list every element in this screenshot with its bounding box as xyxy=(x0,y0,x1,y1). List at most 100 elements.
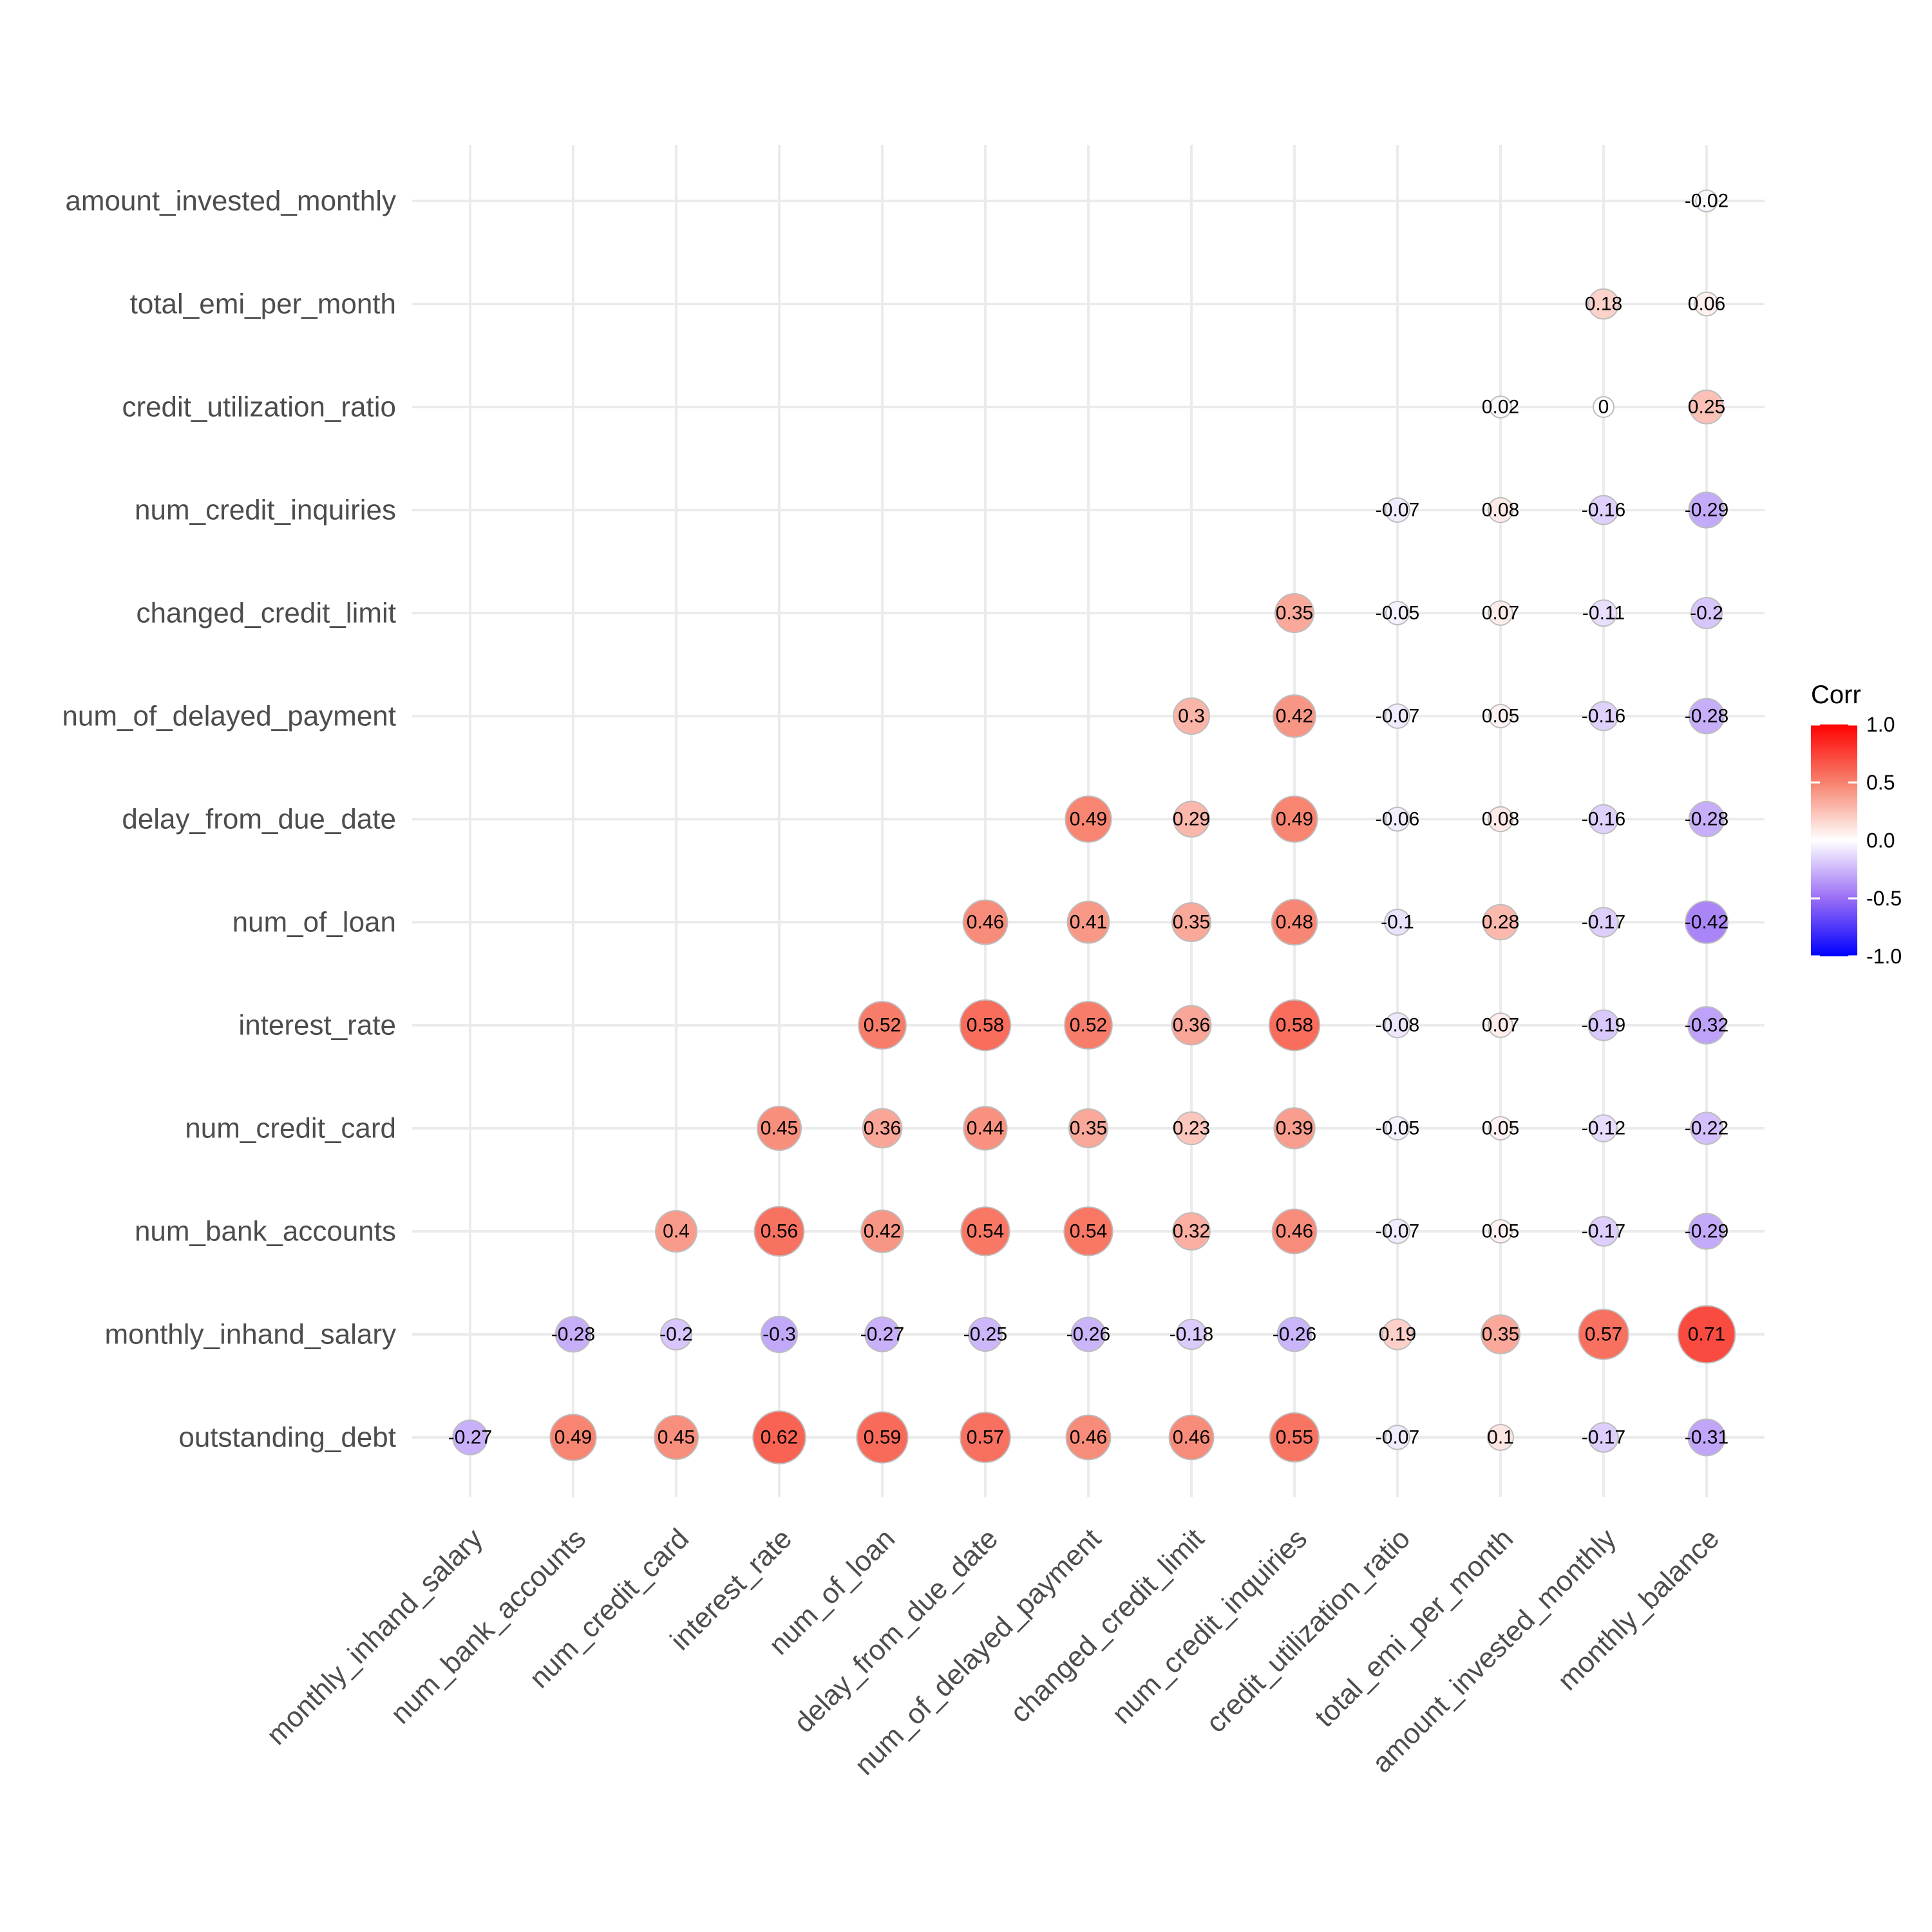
corr-point xyxy=(1588,804,1619,835)
corr-point xyxy=(1070,1316,1106,1352)
corr-point xyxy=(1271,898,1318,946)
corr-value-label: 0.49 xyxy=(1276,809,1313,830)
y-tick-label: delay_from_due_date xyxy=(122,804,396,835)
corr-point xyxy=(1385,703,1410,729)
corr-point xyxy=(1068,1108,1108,1148)
corr-point xyxy=(654,1415,699,1460)
legend: Corr 1.0 0.5 0.0 -0.5 -1.0 xyxy=(1811,681,1902,968)
legend-title: Corr xyxy=(1811,681,1861,709)
corr-value-label: 0.58 xyxy=(1276,1015,1313,1036)
corr-value-label: 0.54 xyxy=(1070,1221,1107,1242)
x-tick-label: delay_from_due_date xyxy=(788,1522,1005,1739)
corr-value-label: -0.27 xyxy=(448,1427,492,1448)
corr-value-label: -0.32 xyxy=(1685,1015,1728,1036)
legend-tick-label: 1.0 xyxy=(1866,713,1895,736)
corr-point xyxy=(860,1209,904,1253)
corr-value-label: 0.44 xyxy=(967,1118,1004,1139)
corr-point xyxy=(753,1206,805,1257)
corr-point xyxy=(1588,701,1619,732)
corr-value-label: -0.29 xyxy=(1685,500,1728,521)
corr-value-label: 0.46 xyxy=(1276,1221,1313,1242)
corr-point xyxy=(1065,1414,1112,1461)
corr-value-label: 0.57 xyxy=(967,1427,1004,1448)
corr-point xyxy=(1385,497,1410,523)
corr-point xyxy=(1488,1116,1513,1141)
corr-value-label: 0.23 xyxy=(1173,1118,1210,1139)
corr-value-label: 0.35 xyxy=(1482,1324,1519,1345)
corr-value-label: 0.46 xyxy=(1173,1427,1210,1448)
corr-point xyxy=(959,999,1012,1052)
corr-value-label: -0.06 xyxy=(1376,809,1419,830)
corr-value-label: -0.12 xyxy=(1582,1118,1625,1139)
corr-value-label: -0.28 xyxy=(1685,706,1728,727)
corr-value-label: 0.3 xyxy=(1178,706,1205,727)
corr-point xyxy=(1489,395,1512,419)
corr-value-label: 0.41 xyxy=(1070,912,1107,933)
corr-point xyxy=(1385,806,1410,832)
corr-point xyxy=(1487,1424,1514,1451)
corr-point xyxy=(1488,1012,1513,1038)
corr-point xyxy=(1578,1309,1629,1360)
y-axis-labels: outstanding_debt monthly_inhand_salary num… xyxy=(62,185,396,1454)
corr-value-label: -0.1 xyxy=(1381,912,1414,933)
correlation-points: -0.27 0.49 0.45 0.62 0.59 0.57 0.46 0.46 0.55 -0.… xyxy=(448,189,1736,1464)
corr-point xyxy=(1688,800,1725,838)
corr-value-label: -0.11 xyxy=(1582,603,1625,624)
corr-point xyxy=(1385,1116,1410,1141)
y-tick-label: amount_invested_monthly xyxy=(65,185,396,217)
corr-point xyxy=(1687,1006,1726,1045)
legend-tick-label: 0.5 xyxy=(1866,771,1895,794)
corr-value-label: 0.36 xyxy=(864,1118,901,1139)
corr-point xyxy=(655,1210,697,1253)
corr-value-label: -0.07 xyxy=(1376,1427,1419,1448)
corr-point xyxy=(962,899,1009,945)
corr-value-label: 0.42 xyxy=(864,1221,901,1242)
corr-point xyxy=(864,1316,900,1352)
corr-point xyxy=(1589,599,1618,627)
corr-value-label: 0.49 xyxy=(554,1427,592,1448)
corr-value-label: 0.52 xyxy=(864,1015,901,1036)
corr-point xyxy=(1172,1212,1211,1251)
y-tick-label: outstanding_debt xyxy=(178,1422,396,1454)
legend-tick-label: -1.0 xyxy=(1866,945,1902,968)
x-tick-label: total_emi_per_month xyxy=(1309,1522,1519,1733)
corr-point xyxy=(1688,1213,1725,1250)
corr-point xyxy=(1269,1412,1320,1463)
corr-point xyxy=(1695,189,1718,213)
corr-point xyxy=(1588,907,1619,938)
corr-point xyxy=(1690,597,1723,629)
corr-value-label: 0.05 xyxy=(1482,1118,1519,1139)
corr-value-label: -0.25 xyxy=(963,1324,1007,1345)
corr-value-label: 0.45 xyxy=(761,1118,798,1139)
corr-value-label: 0.45 xyxy=(658,1427,695,1448)
corr-point xyxy=(1488,600,1513,626)
corr-point xyxy=(963,1106,1008,1151)
corr-value-label: -0.28 xyxy=(551,1324,595,1345)
corr-point xyxy=(1488,1219,1513,1244)
y-tick-label: changed_credit_limit xyxy=(136,598,396,629)
corr-value-label: -0.02 xyxy=(1685,191,1728,212)
corr-point xyxy=(856,1411,909,1464)
corr-point xyxy=(1276,1316,1312,1352)
y-tick-label: total_emi_per_month xyxy=(130,289,396,320)
corr-point xyxy=(1688,697,1725,735)
corr-value-label: 0.18 xyxy=(1585,294,1622,315)
corr-value-label: -0.28 xyxy=(1685,809,1728,830)
corr-value-label: 0.05 xyxy=(1482,706,1519,727)
y-tick-label: interest_rate xyxy=(238,1010,396,1041)
corr-value-label: 0 xyxy=(1598,397,1609,418)
y-tick-label: credit_utilization_ratio xyxy=(122,392,396,423)
corr-value-label: -0.16 xyxy=(1582,706,1625,727)
corr-point xyxy=(752,1410,806,1464)
corr-value-label: 0.07 xyxy=(1482,1015,1519,1036)
corr-point xyxy=(757,1106,802,1151)
corr-point xyxy=(1694,291,1719,317)
corr-value-label: 0.52 xyxy=(1070,1015,1107,1036)
corr-point xyxy=(858,1001,907,1050)
corr-value-label: -0.08 xyxy=(1376,1015,1419,1036)
corr-value-label: -0.17 xyxy=(1582,912,1625,933)
corr-point xyxy=(1385,1425,1410,1450)
y-tick-label: num_credit_card xyxy=(185,1113,396,1144)
corr-point xyxy=(1487,806,1514,833)
corr-value-label: -0.31 xyxy=(1685,1427,1728,1448)
